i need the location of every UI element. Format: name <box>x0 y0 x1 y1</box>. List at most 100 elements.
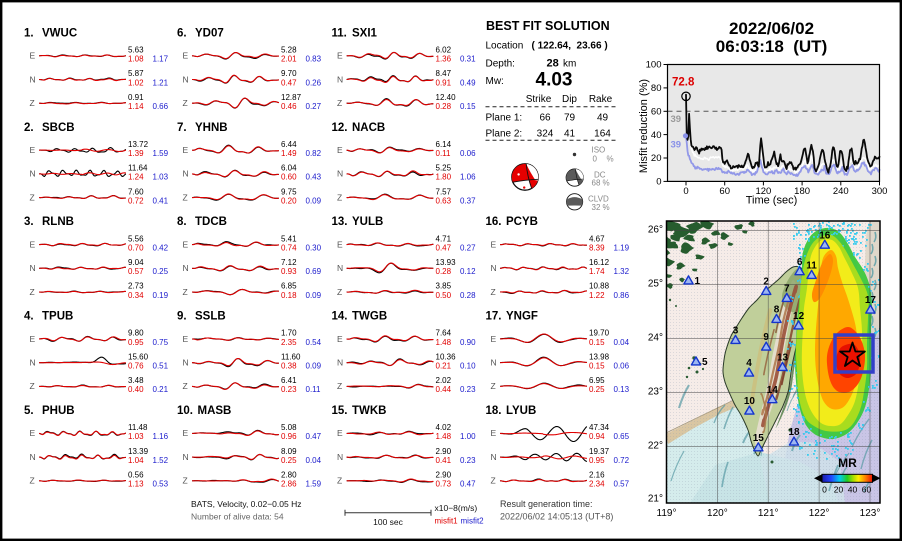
svg-text:100: 100 <box>646 60 662 71</box>
svg-text:E: E <box>30 51 36 61</box>
svg-text:1.14: 1.14 <box>128 102 144 111</box>
svg-text:7.64: 7.64 <box>436 329 452 338</box>
svg-text:0.47: 0.47 <box>306 432 322 441</box>
svg-text:11.: 11. <box>332 27 347 39</box>
svg-text:1.21: 1.21 <box>153 78 169 87</box>
svg-text:39: 39 <box>671 140 682 151</box>
svg-text:6.: 6. <box>177 27 187 39</box>
svg-text:24°: 24° <box>648 332 663 343</box>
svg-text:%: % <box>607 155 614 164</box>
svg-text:5: 5 <box>702 357 708 368</box>
svg-text:0.26: 0.26 <box>306 78 322 87</box>
svg-text:240: 240 <box>833 186 849 197</box>
svg-text:YULB: YULB <box>352 216 383 228</box>
svg-text:0.15: 0.15 <box>589 362 605 371</box>
svg-text:13.98: 13.98 <box>589 352 610 361</box>
svg-text:6.04: 6.04 <box>281 164 297 173</box>
svg-text:0.21: 0.21 <box>153 385 169 394</box>
svg-text:0.95: 0.95 <box>589 456 605 465</box>
svg-text:6.14: 6.14 <box>436 140 452 149</box>
svg-text:2.86: 2.86 <box>281 480 297 489</box>
svg-text:10.88: 10.88 <box>589 282 610 291</box>
svg-text:%: % <box>603 179 610 188</box>
svg-text:06:03:18 (UT): 06:03:18 (UT) <box>716 37 827 56</box>
svg-text:11.48: 11.48 <box>128 423 148 432</box>
svg-text:11: 11 <box>806 261 817 272</box>
svg-text:15.60: 15.60 <box>128 352 149 361</box>
svg-text:Z: Z <box>183 476 188 486</box>
svg-text:1.19: 1.19 <box>614 243 630 252</box>
svg-text:0.94: 0.94 <box>589 432 605 441</box>
svg-text:N: N <box>337 358 343 368</box>
svg-text:3.85: 3.85 <box>436 282 452 291</box>
svg-text:15: 15 <box>753 433 765 444</box>
svg-text:0.30: 0.30 <box>306 243 322 252</box>
svg-text:0.15: 0.15 <box>589 338 605 347</box>
svg-text:misfit1: misfit1 <box>435 517 459 526</box>
svg-text:0.09: 0.09 <box>306 196 322 205</box>
svg-text:0.70: 0.70 <box>128 243 144 252</box>
svg-text:25°: 25° <box>648 278 663 289</box>
svg-text:E: E <box>491 239 497 249</box>
svg-text:0.53: 0.53 <box>153 480 169 489</box>
svg-text:N: N <box>337 452 343 462</box>
svg-text:N: N <box>337 74 343 84</box>
svg-text:2.34: 2.34 <box>589 480 605 489</box>
svg-text:164: 164 <box>594 128 611 139</box>
svg-text:N: N <box>30 358 36 368</box>
svg-text:11.64: 11.64 <box>128 164 148 173</box>
svg-text:YD07: YD07 <box>195 27 224 39</box>
svg-text:0.72: 0.72 <box>614 456 630 465</box>
svg-text:10.: 10. <box>177 405 193 417</box>
svg-text:10: 10 <box>744 396 756 407</box>
svg-text:7.12: 7.12 <box>281 258 297 267</box>
svg-text:Z: Z <box>337 287 342 297</box>
svg-text:3.: 3. <box>24 216 34 228</box>
svg-text:6: 6 <box>797 257 803 268</box>
svg-text:CLVD: CLVD <box>588 195 609 204</box>
svg-text:12.40: 12.40 <box>436 93 457 102</box>
svg-text:x10−8(m/s): x10−8(m/s) <box>435 503 478 513</box>
svg-text:0: 0 <box>656 177 661 188</box>
svg-text:Z: Z <box>183 381 188 391</box>
svg-text:16.12: 16.12 <box>589 258 610 267</box>
svg-text:1.03: 1.03 <box>153 173 169 182</box>
svg-text:123°: 123° <box>860 508 881 519</box>
svg-text:0.93: 0.93 <box>281 267 297 276</box>
svg-text:1.17: 1.17 <box>153 55 169 64</box>
svg-text:5.56: 5.56 <box>128 234 144 243</box>
svg-text:Z: Z <box>337 192 342 202</box>
svg-text:N: N <box>30 263 36 273</box>
svg-text:20: 20 <box>834 485 844 495</box>
svg-text:km: km <box>563 58 576 69</box>
svg-text:N: N <box>183 74 189 84</box>
svg-text:26°: 26° <box>648 224 663 235</box>
svg-text:22°: 22° <box>648 440 663 451</box>
svg-text:E: E <box>337 239 343 249</box>
svg-text:0.91: 0.91 <box>436 78 452 87</box>
svg-text:0.11: 0.11 <box>306 385 322 394</box>
svg-text:0.42: 0.42 <box>153 243 169 252</box>
svg-text:0.28: 0.28 <box>460 291 476 300</box>
svg-text:Z: Z <box>491 476 496 486</box>
svg-text:18.: 18. <box>486 405 502 417</box>
svg-text:0.47: 0.47 <box>281 78 297 87</box>
svg-text:E: E <box>337 428 343 438</box>
svg-text:1.48: 1.48 <box>436 338 452 347</box>
svg-text:0.37: 0.37 <box>460 196 476 205</box>
svg-text:40: 40 <box>848 485 858 495</box>
svg-text:0.96: 0.96 <box>281 432 297 441</box>
svg-text:0.43: 0.43 <box>306 173 322 182</box>
svg-text:0.46: 0.46 <box>281 102 297 111</box>
svg-text:13: 13 <box>777 353 789 364</box>
svg-text:10.36: 10.36 <box>436 352 457 361</box>
svg-text:1.03: 1.03 <box>128 432 144 441</box>
svg-text:2.: 2. <box>24 122 34 134</box>
svg-text:E: E <box>337 51 343 61</box>
svg-text:1.24: 1.24 <box>128 173 144 182</box>
svg-text:0.25: 0.25 <box>281 456 297 465</box>
svg-text:N: N <box>30 452 36 462</box>
svg-text:120: 120 <box>755 186 771 197</box>
svg-text:0.57: 0.57 <box>128 267 144 276</box>
svg-text:5.08: 5.08 <box>281 423 297 432</box>
